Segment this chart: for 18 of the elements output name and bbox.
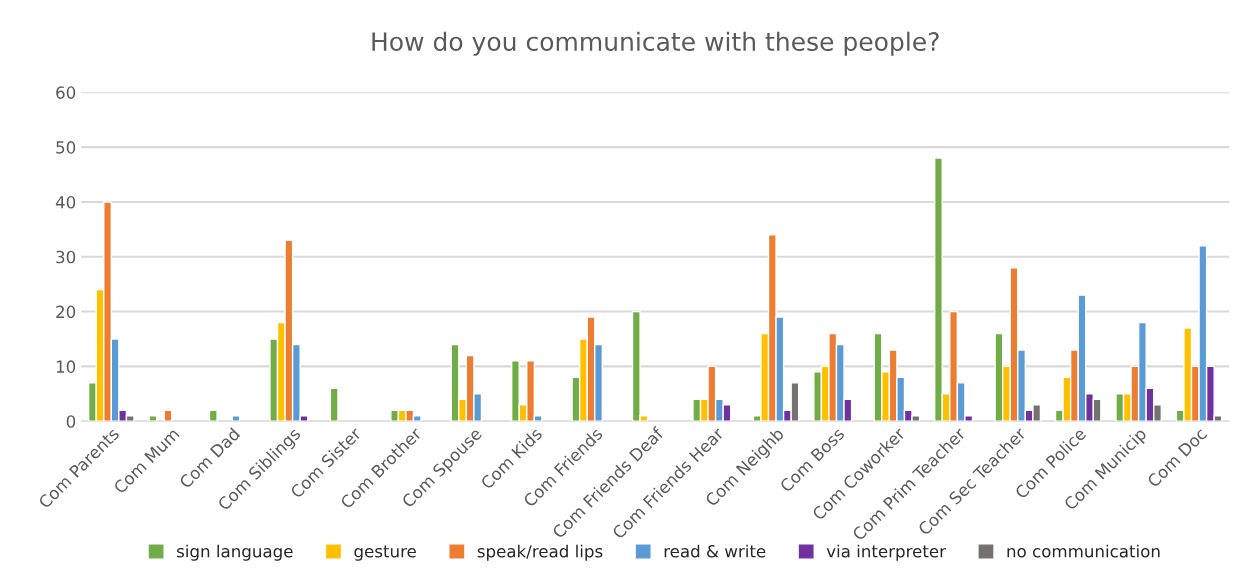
legend-label: read & write [664,544,766,558]
y-tick-label: 10 [56,360,76,373]
y-tick-label: 40 [55,195,76,209]
legend-label: speak/read lips [477,544,603,561]
legend-label: via interpreter [826,544,946,561]
bar [329,387,339,422]
legend-label: gesture [354,545,416,561]
y-tick-label: 0 [66,415,76,428]
bar [208,409,218,422]
legend-label: sign language [177,544,293,561]
bar [231,415,241,422]
chart-title: How do you communicate with these people? [372,31,939,56]
y-tick-label: 50 [56,141,76,154]
legend-label: no communication [1007,544,1160,558]
bar [148,415,158,422]
y-tick-label: 30 [56,250,76,264]
y-tick-label: 20 [56,305,76,319]
y-tick-label: 60 [56,86,76,99]
